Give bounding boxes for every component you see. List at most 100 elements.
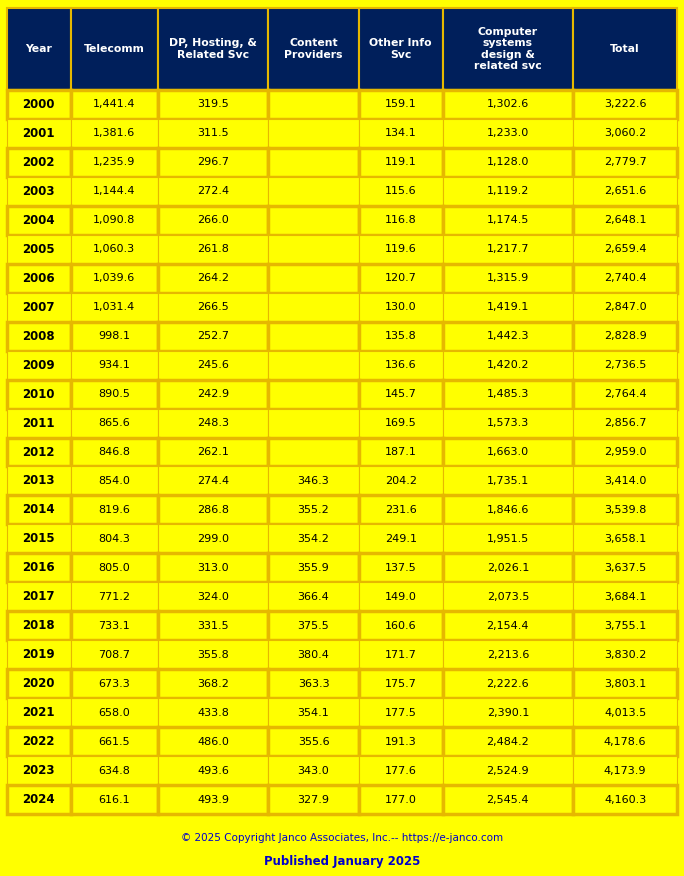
Bar	[7, 8, 70, 90]
Bar	[70, 583, 158, 611]
Text: 2024: 2024	[23, 793, 55, 806]
Bar	[70, 321, 158, 350]
Bar	[268, 467, 358, 496]
Bar	[443, 756, 573, 785]
Text: 354.1: 354.1	[298, 708, 330, 717]
Bar	[158, 148, 268, 177]
Text: 1,442.3: 1,442.3	[486, 331, 529, 341]
Text: Computer
systems
design &
related svc: Computer systems design & related svc	[474, 26, 542, 72]
Bar	[573, 177, 677, 206]
Text: 149.0: 149.0	[384, 592, 417, 602]
Bar	[70, 206, 158, 235]
Text: 2021: 2021	[23, 706, 55, 719]
Bar	[573, 669, 677, 698]
Bar	[573, 611, 677, 640]
Text: 2,856.7: 2,856.7	[604, 418, 646, 428]
Bar	[7, 756, 70, 785]
Text: 274.4: 274.4	[197, 476, 229, 486]
Text: 771.2: 771.2	[98, 592, 130, 602]
Bar	[268, 408, 358, 437]
Text: 266.5: 266.5	[197, 302, 229, 312]
Text: 819.6: 819.6	[98, 505, 130, 515]
Bar	[358, 119, 443, 148]
Text: 343.0: 343.0	[298, 766, 330, 775]
Bar	[573, 293, 677, 321]
Text: 616.1: 616.1	[98, 795, 130, 804]
Bar	[573, 785, 677, 814]
Bar	[158, 235, 268, 264]
Bar	[158, 177, 268, 206]
Bar	[7, 698, 70, 727]
Bar	[268, 698, 358, 727]
Text: 2001: 2001	[23, 127, 55, 140]
Bar	[443, 669, 573, 698]
Bar	[358, 177, 443, 206]
Text: 1,315.9: 1,315.9	[487, 273, 529, 283]
Bar	[443, 496, 573, 525]
Text: 1,235.9: 1,235.9	[93, 158, 135, 167]
Bar	[358, 467, 443, 496]
Bar	[7, 640, 70, 669]
Text: 2023: 2023	[23, 764, 55, 777]
Text: 2,648.1: 2,648.1	[604, 215, 646, 225]
Text: 1,060.3: 1,060.3	[93, 244, 135, 254]
Bar	[158, 756, 268, 785]
Bar	[70, 119, 158, 148]
Text: 3,060.2: 3,060.2	[604, 129, 646, 138]
Bar	[443, 148, 573, 177]
Bar	[158, 496, 268, 525]
Text: 119.6: 119.6	[384, 244, 417, 254]
Bar	[158, 350, 268, 379]
Text: 1,846.6: 1,846.6	[486, 505, 529, 515]
Text: 2013: 2013	[23, 475, 55, 487]
Text: 2,154.4: 2,154.4	[486, 621, 529, 631]
Text: Published January 2025: Published January 2025	[264, 856, 420, 868]
Bar	[573, 525, 677, 554]
Bar	[358, 583, 443, 611]
Text: 2003: 2003	[23, 185, 55, 198]
Bar	[7, 119, 70, 148]
Text: 313.0: 313.0	[197, 563, 229, 573]
Text: 1,419.1: 1,419.1	[486, 302, 529, 312]
Text: 2,524.9: 2,524.9	[486, 766, 529, 775]
Bar	[158, 8, 268, 90]
Text: 3,830.2: 3,830.2	[604, 650, 646, 660]
Text: 252.7: 252.7	[197, 331, 229, 341]
Text: 366.4: 366.4	[298, 592, 330, 602]
Text: 1,039.6: 1,039.6	[93, 273, 135, 283]
Text: 245.6: 245.6	[197, 360, 229, 371]
Bar	[358, 611, 443, 640]
Text: 2002: 2002	[23, 156, 55, 169]
Bar	[573, 437, 677, 467]
Bar	[158, 727, 268, 756]
Bar	[358, 698, 443, 727]
Text: 2008: 2008	[23, 329, 55, 343]
Text: 2,222.6: 2,222.6	[486, 679, 529, 689]
Bar	[358, 756, 443, 785]
Text: 115.6: 115.6	[385, 187, 417, 196]
Bar	[70, 235, 158, 264]
Text: 2,484.2: 2,484.2	[486, 737, 529, 746]
Text: 1,441.4: 1,441.4	[93, 100, 135, 110]
Bar	[358, 669, 443, 698]
Bar	[268, 321, 358, 350]
Bar	[443, 206, 573, 235]
Text: 2019: 2019	[23, 648, 55, 661]
Bar	[158, 467, 268, 496]
Bar	[70, 525, 158, 554]
Bar	[358, 379, 443, 408]
Bar	[7, 467, 70, 496]
Text: 634.8: 634.8	[98, 766, 130, 775]
Text: 2016: 2016	[23, 562, 55, 575]
Text: 1,233.0: 1,233.0	[487, 129, 529, 138]
Bar	[573, 206, 677, 235]
Text: 2014: 2014	[23, 504, 55, 517]
Text: 331.5: 331.5	[197, 621, 229, 631]
Text: 2012: 2012	[23, 446, 55, 458]
Bar	[268, 293, 358, 321]
Bar	[443, 119, 573, 148]
Bar	[268, 525, 358, 554]
Text: 262.1: 262.1	[197, 447, 229, 457]
Text: 264.2: 264.2	[197, 273, 229, 283]
Text: DP, Hosting, &
Related Svc: DP, Hosting, & Related Svc	[169, 39, 257, 60]
